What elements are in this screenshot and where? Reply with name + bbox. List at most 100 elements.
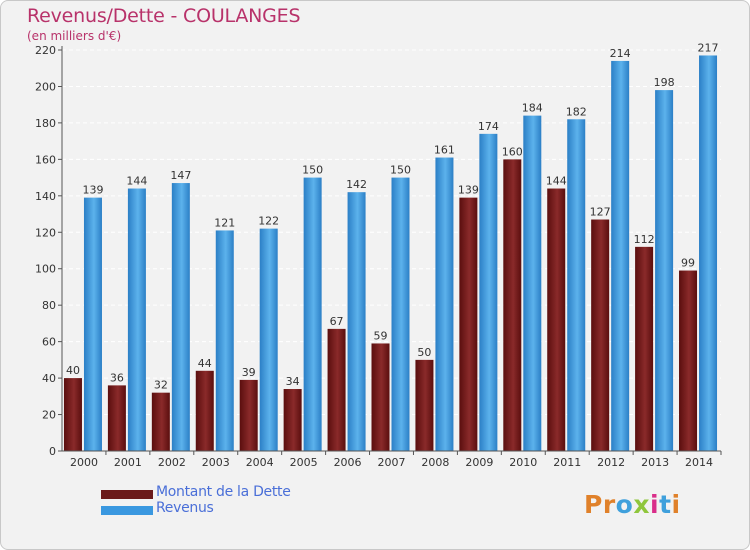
logo-letter: r — [602, 490, 616, 519]
x-tick-label: 2014 — [685, 456, 713, 469]
bar-debt — [195, 370, 214, 451]
logo-letter: i — [650, 490, 660, 519]
y-tick-label: 20 — [42, 409, 56, 422]
data-label-debt: 59 — [374, 329, 388, 342]
data-label-revenus: 174 — [478, 120, 499, 133]
x-tick-label: 2011 — [553, 456, 581, 469]
data-label-debt: 112 — [634, 233, 655, 246]
data-label-revenus: 144 — [126, 175, 147, 188]
x-tick-label: 2009 — [465, 456, 493, 469]
data-label-revenus: 139 — [82, 184, 103, 197]
x-tick-label: 2007 — [378, 456, 406, 469]
y-tick-label: 80 — [42, 299, 56, 312]
bar-revenus — [699, 55, 718, 452]
bar-debt — [635, 246, 654, 451]
y-tick-label: 140 — [35, 190, 56, 203]
bar-debt — [415, 359, 434, 451]
bar-debt — [63, 378, 82, 451]
data-label-debt: 99 — [681, 257, 695, 270]
x-tick-label: 2013 — [641, 456, 669, 469]
bar-debt — [151, 392, 170, 451]
bar-debt — [371, 343, 390, 451]
bar-debt — [239, 379, 258, 451]
y-tick-label: 40 — [42, 372, 56, 385]
bar-debt — [591, 219, 610, 451]
data-label-debt: 50 — [417, 346, 431, 359]
data-label-revenus: 161 — [434, 144, 455, 157]
y-tick-label: 60 — [42, 336, 56, 349]
y-tick-label: 200 — [35, 80, 56, 93]
bar-revenus — [303, 177, 322, 451]
bar-revenus — [391, 177, 410, 451]
legend-label-debt: Montant de la Dette — [156, 484, 291, 500]
x-tick-label: 2005 — [290, 456, 318, 469]
data-label-revenus: 142 — [346, 178, 367, 191]
bar-debt — [547, 188, 566, 451]
data-label-revenus: 214 — [610, 47, 631, 60]
y-tick-label: 120 — [35, 226, 56, 239]
legend-label-revenus: Revenus — [156, 500, 214, 516]
chart-subtitle: (en milliers d'€) — [27, 29, 122, 43]
y-tick-label: 180 — [35, 117, 56, 130]
logo-letter: o — [615, 490, 634, 519]
y-tick-label: 0 — [49, 445, 56, 458]
bar-revenus — [611, 60, 630, 451]
chart-title: Revenus/Dette - COULANGES — [27, 5, 301, 27]
proxiti-logo: Proxiti — [584, 490, 681, 519]
logo-letter: t — [659, 490, 672, 519]
bar-debt — [327, 328, 346, 451]
data-label-debt: 127 — [590, 206, 611, 219]
x-tick-label: 2006 — [334, 456, 362, 469]
bar-debt — [679, 270, 698, 451]
bar-revenus — [127, 188, 146, 451]
logo-letter: P — [584, 490, 603, 519]
data-label-revenus: 147 — [170, 169, 191, 182]
bar-revenus — [347, 192, 366, 451]
legend-swatch-debt — [101, 490, 153, 499]
bar-revenus — [435, 157, 454, 452]
bar-debt — [503, 159, 522, 451]
x-tick-label: 2002 — [158, 456, 186, 469]
bar-revenus — [259, 228, 278, 451]
data-label-debt: 44 — [198, 357, 212, 370]
data-label-debt: 160 — [502, 145, 523, 158]
bar-debt — [107, 385, 126, 451]
axis-layer: 0 20 40 60 80 100 120 140 160 180 200 220 2000 2001 20… — [35, 44, 722, 469]
x-tick-label: 2001 — [114, 456, 142, 469]
data-label-revenus: 122 — [258, 215, 279, 228]
data-label-revenus: 150 — [390, 164, 411, 177]
x-tick-label: 2008 — [421, 456, 449, 469]
data-label-revenus: 150 — [302, 164, 323, 177]
bar-debt — [283, 389, 302, 451]
legend-swatch-revenus — [101, 506, 153, 515]
bars-layer — [63, 55, 718, 452]
bar-revenus — [215, 230, 234, 451]
data-label-revenus: 217 — [698, 41, 719, 54]
data-label-debt: 32 — [154, 379, 168, 392]
x-tick-label: 2000 — [70, 456, 98, 469]
data-label-revenus: 184 — [522, 102, 543, 115]
data-label-revenus: 182 — [566, 105, 587, 118]
x-tick-label: 2004 — [246, 456, 274, 469]
data-label-debt: 39 — [242, 366, 256, 379]
x-tick-label: 2012 — [597, 456, 625, 469]
data-label-debt: 139 — [458, 184, 479, 197]
bar-revenus — [523, 115, 542, 452]
bar-revenus — [567, 119, 586, 451]
data-label-debt: 67 — [330, 315, 344, 328]
bar-revenus — [83, 197, 102, 451]
logo-letter: x — [633, 490, 650, 519]
data-label-debt: 34 — [286, 375, 300, 388]
data-label-debt: 40 — [66, 364, 80, 377]
labels-layer: 40 139 36 144 32 147 44 121 39 122 34 150 67 142 59 150… — [66, 41, 719, 391]
x-tick-label: 2010 — [509, 456, 537, 469]
logo-letter: i — [671, 490, 681, 519]
y-tick-label: 100 — [35, 263, 56, 276]
data-label-revenus: 121 — [214, 216, 235, 229]
bar-revenus — [479, 133, 498, 451]
data-label-debt: 36 — [110, 371, 124, 384]
bar-debt — [459, 197, 478, 451]
y-tick-label: 160 — [35, 153, 56, 166]
y-tick-label: 220 — [35, 44, 56, 57]
